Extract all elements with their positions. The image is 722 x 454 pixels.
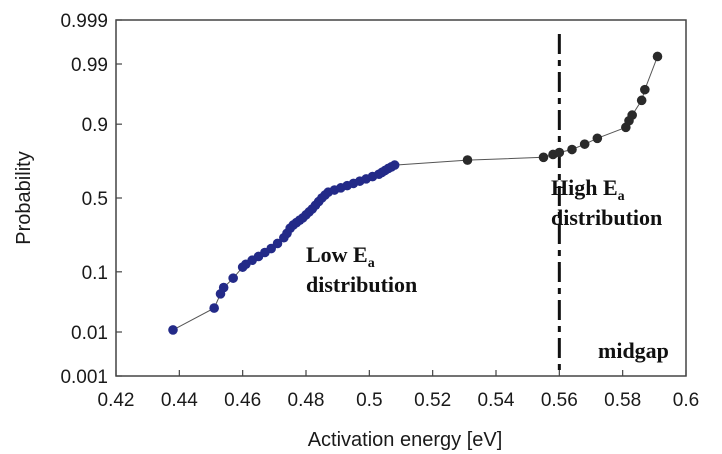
y-tick-label: 0.99: [71, 55, 108, 76]
high-ea-label-subscript: a: [618, 189, 625, 204]
low-ea-label-text: Low E: [306, 242, 368, 267]
low-ea-distribution-label: distribution: [306, 272, 417, 297]
y-tick-label: 0.999: [60, 11, 108, 32]
x-tick-label: 0.48: [288, 390, 325, 411]
data-point: [168, 325, 178, 335]
data-point: [640, 84, 650, 95]
high-ea-label-text: High E: [551, 175, 618, 200]
y-tick-label: 0.1: [82, 263, 108, 284]
x-axis-label: Activation energy [eV]: [308, 429, 503, 451]
data-point: [579, 139, 590, 149]
data-point: [209, 303, 219, 313]
data-point: [218, 282, 229, 293]
data-point: [636, 95, 647, 106]
x-tick-label: 0.56: [541, 390, 578, 411]
midgap-label: midgap: [598, 338, 669, 363]
data-point: [228, 273, 238, 283]
high-ea-distribution-label: distribution: [551, 205, 662, 230]
data-point: [554, 147, 565, 158]
low-ea-label-subscript: a: [368, 256, 375, 271]
y-axis-ticks: 0.001 0.01 0.1 0.5 0.9 0.99 0.999: [60, 11, 122, 388]
y-tick-label: 0.9: [82, 115, 108, 136]
low-ea-label: Low Ea: [306, 242, 375, 271]
x-tick-label: 0.46: [224, 390, 261, 411]
x-tick-label: 0.54: [478, 390, 515, 411]
y-tick-label: 0.001: [60, 367, 108, 388]
x-tick-label: 0.5: [356, 390, 382, 411]
data-point: [567, 144, 577, 155]
data-point: [272, 238, 283, 249]
x-tick-label: 0.44: [161, 390, 198, 411]
data-point: [462, 155, 473, 165]
y-tick-label: 0.5: [82, 189, 108, 210]
x-tick-label: 0.6: [673, 390, 699, 411]
data-point: [652, 51, 663, 62]
x-tick-label: 0.58: [604, 390, 641, 411]
data-point: [538, 152, 549, 163]
high-ea-label: High Ea: [551, 175, 625, 204]
data-point: [592, 133, 603, 144]
x-axis-ticks: 0.42 0.44 0.46 0.48 0.5 0.52 0.54 0.56 0.58 0.6: [98, 370, 699, 411]
data-points: [168, 51, 663, 335]
x-tick-label: 0.52: [414, 390, 451, 411]
y-tick-label: 0.01: [71, 323, 108, 344]
x-tick-label: 0.42: [98, 390, 135, 411]
data-point: [389, 160, 400, 170]
y-axis-label: Probability: [13, 151, 35, 244]
data-point: [627, 110, 637, 120]
